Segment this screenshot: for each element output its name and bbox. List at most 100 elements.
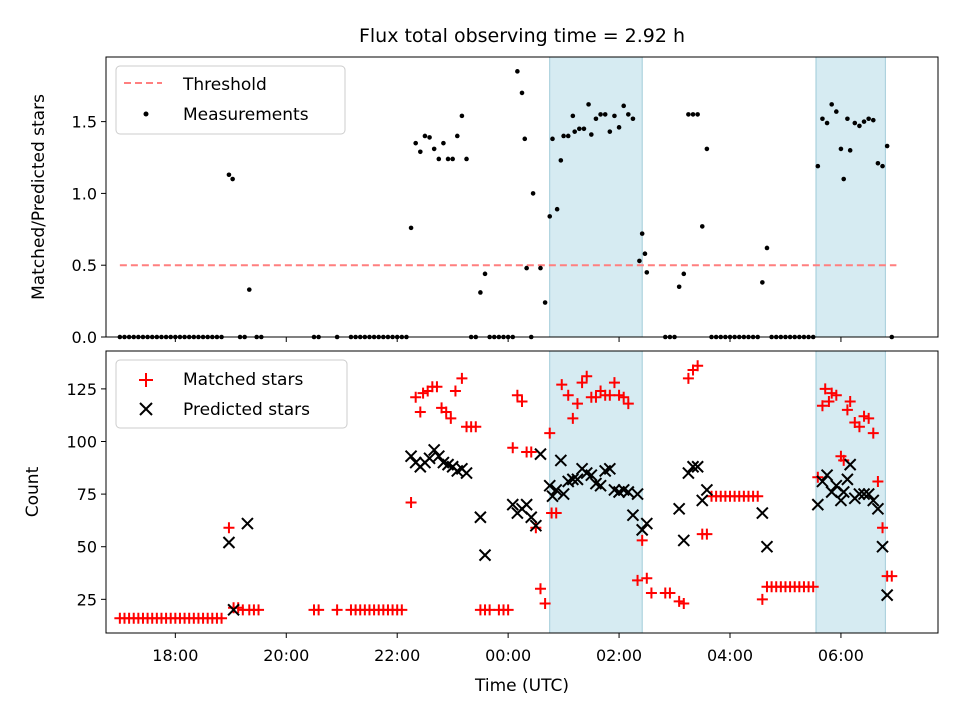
predicted-stars-point — [756, 506, 769, 520]
top-axes-frame — [105, 56, 939, 338]
x-axis-label: Time (UTC) — [474, 676, 569, 696]
matched-stars-point — [622, 398, 634, 410]
measurement-point — [676, 284, 682, 290]
matched-stars-point — [886, 570, 898, 582]
measurement-point — [586, 102, 591, 107]
predicted-stars-point — [460, 466, 473, 480]
measurement-point — [616, 125, 622, 130]
measurement-point — [558, 158, 564, 163]
measurement-point — [704, 146, 710, 152]
measurement-point — [450, 156, 455, 162]
legend-measurements-label: Measurements — [183, 105, 309, 125]
measurements-legend-swatch — [143, 111, 149, 117]
measurement-point — [681, 271, 687, 277]
predicted-stars-point — [585, 468, 598, 482]
measurement-point — [829, 102, 834, 107]
measurement-point — [602, 112, 608, 117]
predicted-stars-point — [880, 588, 894, 602]
legend-matched-label: Matched stars — [183, 370, 303, 390]
matched-stars-point — [405, 497, 417, 509]
predicted-stars-point — [834, 494, 848, 507]
predicted-stars-point — [506, 498, 519, 511]
predicted-stars-point — [841, 473, 854, 486]
predicted-stars-point — [222, 536, 236, 549]
matched-stars-point — [431, 381, 443, 393]
predicted-stars-point — [811, 498, 825, 511]
predicted-stars-point — [682, 466, 695, 480]
measurement-point — [413, 140, 418, 146]
matched-stars-point — [544, 427, 556, 439]
measurement-point — [607, 129, 613, 134]
matched-stars-point — [701, 528, 713, 540]
predicted-stars-point — [867, 494, 880, 507]
predicted-stars-point — [691, 460, 704, 473]
measurement-point — [581, 126, 587, 132]
predicted-stars-point — [871, 502, 885, 516]
matched-stars-point — [223, 522, 235, 534]
measurement-point — [764, 245, 770, 251]
bottom-y-axis-label: Count — [23, 466, 43, 517]
matched-stars-point — [867, 427, 879, 439]
measurement-point — [845, 116, 850, 122]
measurement-point — [577, 126, 582, 132]
measurement-point — [550, 136, 555, 142]
measurement-point — [524, 265, 529, 271]
measurement-point — [847, 148, 853, 153]
measurement-point — [246, 287, 252, 292]
measurement-point — [436, 156, 442, 162]
measurement-point — [875, 160, 881, 166]
measurement-point — [515, 69, 520, 74]
measurement-point — [884, 143, 890, 149]
matched-stars-point — [253, 604, 265, 616]
predicted-stars-point — [554, 454, 568, 467]
predicted-stars-point — [227, 603, 240, 617]
matched-stars-point — [456, 372, 468, 384]
measurement-point — [418, 149, 423, 155]
matched-stars-point — [863, 412, 875, 424]
matched-stars-point — [445, 412, 457, 424]
measurement-point — [841, 176, 847, 182]
measurement-point — [522, 136, 528, 142]
x-tick-label: 20:00 — [263, 646, 309, 665]
predicted-stars-point — [474, 511, 487, 524]
matched-stars-point — [645, 587, 657, 599]
matched-stars-point — [414, 406, 426, 418]
matched-stars-point — [581, 370, 593, 382]
matched-stars-point — [525, 446, 537, 458]
y-tick-label: 25 — [77, 590, 97, 609]
predicted-stars-point — [816, 475, 829, 488]
measurement-point — [824, 120, 830, 126]
measurement-point — [870, 117, 876, 123]
top-x-ticks — [174, 337, 842, 342]
predicted-stars-point — [557, 487, 570, 501]
predicted-legend-swatch — [139, 402, 153, 416]
measurement-point — [639, 231, 645, 236]
predicted-stars-point — [549, 483, 563, 497]
measurement-point — [530, 191, 536, 196]
predicted-stars-point — [837, 485, 850, 499]
matched-stars-point — [692, 360, 704, 372]
matched-stars-point — [567, 412, 579, 424]
predicted-stars-point — [700, 483, 714, 497]
y-tick-label: 125 — [66, 380, 97, 399]
measurement-point — [459, 113, 465, 119]
matched-stars-point — [556, 379, 568, 391]
bottom-x-ticks: 18:00 20:00 22:00 00:00 02:00 04:00 06:00 — [152, 633, 864, 665]
predicted-stars-point — [635, 523, 649, 537]
measurement-point — [630, 116, 636, 122]
measurement-point — [644, 270, 650, 275]
matched-legend-swatch — [139, 373, 153, 387]
predicted-stars-series — [222, 443, 894, 617]
predicted-stars-point — [672, 502, 686, 516]
predicted-stars-point — [594, 479, 607, 492]
predicted-stars-point — [857, 487, 871, 501]
y-tick-label: 0.0 — [72, 328, 97, 347]
measurement-point — [454, 133, 460, 139]
matched-stars-point — [470, 421, 482, 433]
x-tick-label: 02:00 — [596, 646, 642, 665]
top-y-axis-label: Matched/Predicted stars — [29, 94, 49, 300]
measurement-point — [547, 214, 553, 219]
matched-stars-point — [331, 604, 343, 616]
matched-stars-point — [823, 396, 835, 408]
matched-stars-point — [396, 604, 408, 616]
